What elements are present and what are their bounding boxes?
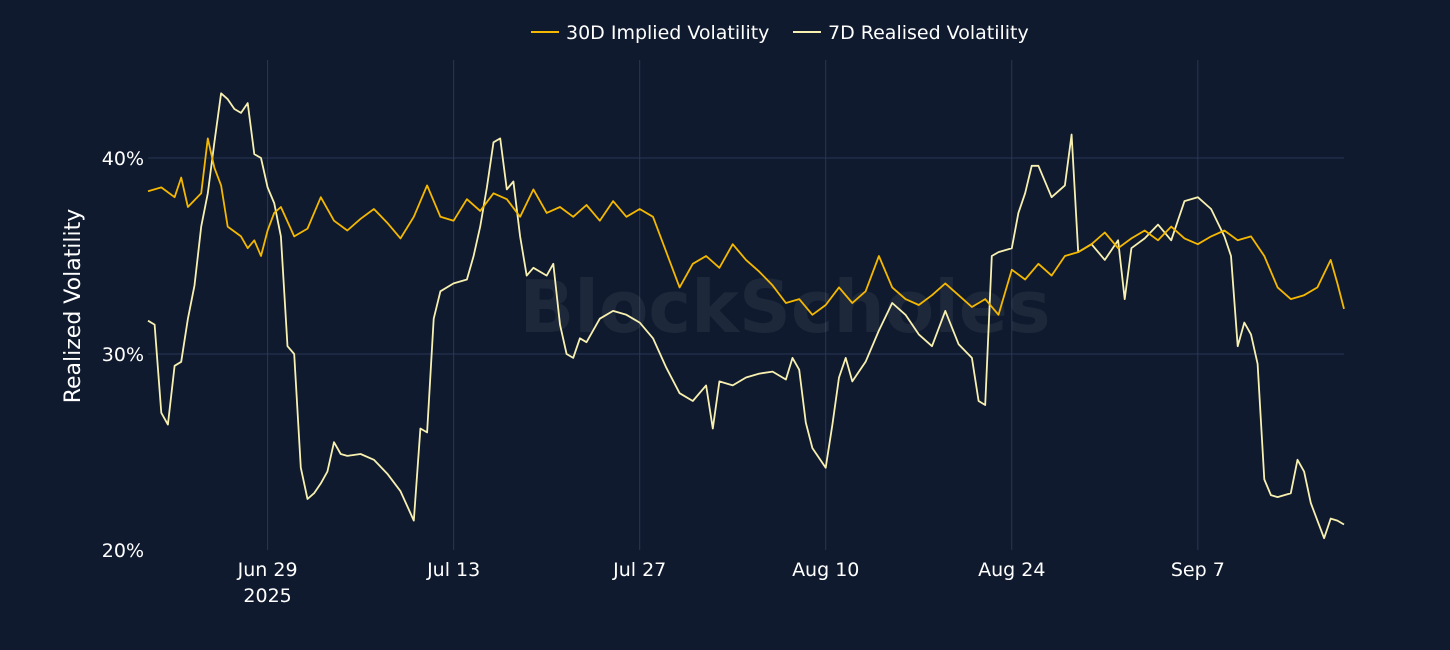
- y-tick-label: 40%: [102, 148, 144, 170]
- x-tick-label: Jul 13: [426, 559, 480, 581]
- series-line-realised-vol: [147, 92, 1345, 540]
- legend-label-implied-vol: 30D Implied Volatility: [566, 22, 769, 44]
- x-tick-label: Aug 10: [792, 559, 859, 581]
- series-line-implied-vol: [147, 137, 1345, 316]
- x-tick-label: Aug 24: [978, 559, 1045, 581]
- x-tick-label: Sep 7: [1171, 559, 1225, 581]
- y-tick-label: 30%: [102, 344, 144, 366]
- x-tick-label: Jul 27: [612, 559, 666, 581]
- legend[interactable]: 30D Implied Volatility 7D Realised Volat…: [531, 22, 1029, 44]
- x-tick-year-label: 2025: [243, 585, 291, 607]
- legend-item-realised-vol[interactable]: 7D Realised Volatility: [793, 22, 1029, 44]
- watermark-layer: BlockScholes: [519, 265, 1050, 349]
- legend-item-implied-vol[interactable]: 30D Implied Volatility: [531, 22, 769, 44]
- y-tick-label: 20%: [102, 540, 144, 562]
- legend-label-realised-vol: 7D Realised Volatility: [828, 22, 1029, 44]
- y-axis: 20% 30% 40%: [102, 148, 144, 562]
- x-tick-label: Jun 29: [237, 559, 298, 581]
- watermark: BlockScholes: [519, 265, 1050, 349]
- x-axis: Jun 29 2025 Jul 13 Jul 27 Aug 10 Aug 24 Sep 7: [237, 559, 1225, 607]
- plot-area: [147, 92, 1345, 540]
- y-axis-title: Realized Volatility: [61, 209, 86, 404]
